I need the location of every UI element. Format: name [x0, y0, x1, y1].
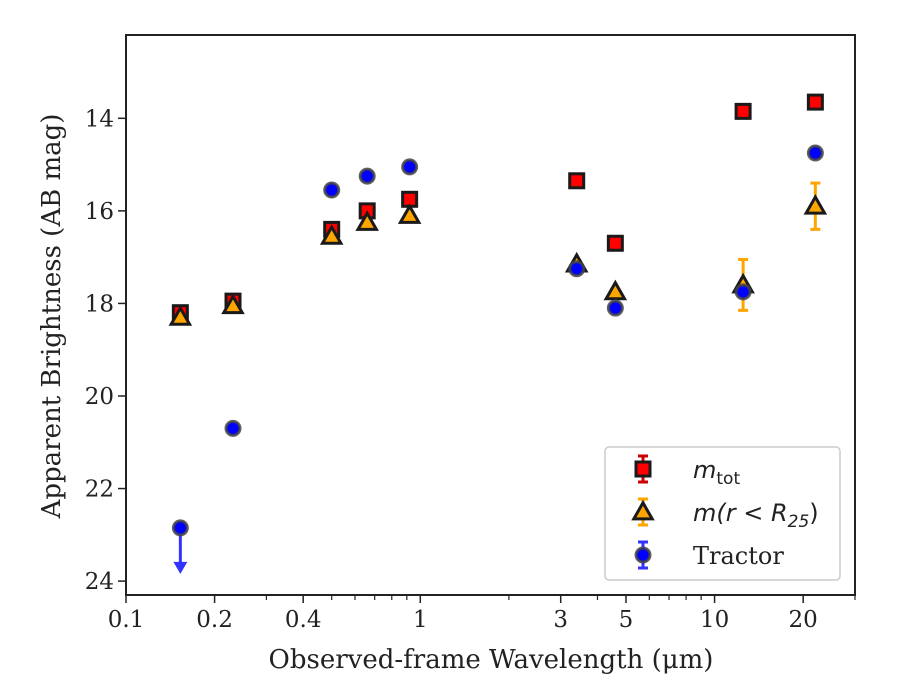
y-tick-label: 20: [85, 384, 114, 410]
y-tick-label: 18: [85, 291, 114, 317]
data-point-triangle: [168, 305, 193, 326]
upper-limit-arrowhead: [173, 561, 188, 574]
data-point-circle: [323, 181, 341, 199]
data-point-circle: [171, 519, 189, 537]
data-point-circle: [224, 419, 242, 437]
data-point-triangle: [803, 194, 828, 215]
data-point-triangle: [397, 203, 422, 224]
data-point-circle: [358, 167, 376, 185]
data-point-square: [734, 102, 752, 120]
series-triangle: [168, 181, 828, 326]
legend-label: mtot: [693, 456, 740, 489]
series-circle: [171, 144, 824, 574]
legend-marker-square: [634, 460, 652, 478]
legend-label: m(r < R25): [693, 499, 819, 532]
data-point-circle: [606, 299, 624, 317]
x-tick-label: 0.4: [285, 607, 322, 633]
data-point-triangle: [319, 224, 344, 245]
axes: 0.1 0.2 0.4 1 3 5 10 20 14 16 18 20 22 24: [85, 34, 856, 633]
x-tick-label: 1: [413, 607, 428, 633]
data-point-square: [568, 172, 586, 190]
y-tick-label: 14: [85, 106, 114, 132]
x-tick-label: 0.1: [108, 607, 145, 633]
legend-marker-triangle: [631, 499, 655, 521]
legend-entry: mtot: [634, 454, 740, 489]
data-point-triangle: [355, 210, 379, 231]
data-point-triangle: [221, 293, 245, 315]
data-point-circle: [401, 158, 419, 176]
y-tick-label: 16: [85, 199, 114, 225]
legend-box: [604, 446, 841, 581]
series-square: [171, 93, 824, 322]
x-tick-label: 10: [700, 607, 729, 633]
data-point-circle: [806, 144, 824, 162]
x-tick-label: 20: [789, 607, 818, 633]
y-tick-label: 22: [85, 477, 114, 503]
y-axis-label: Apparent Brightness (AB mag): [37, 114, 67, 520]
data-point-square: [606, 234, 624, 252]
plot-frame: [125, 34, 856, 596]
x-axis-label: Observed-frame Wavelength (μm): [269, 645, 714, 675]
data-point-square: [806, 93, 824, 111]
legend-label: Tractor: [693, 542, 784, 570]
data-point-circle: [568, 260, 586, 278]
legend: mtot m(r < R25) Tractor: [604, 446, 841, 581]
data-point-triangle: [603, 279, 628, 301]
legend-entry: m(r < R25): [631, 497, 819, 532]
legend-marker-circle: [634, 546, 652, 564]
data-point-circle: [734, 283, 752, 301]
legend-entry: Tractor: [634, 540, 784, 570]
x-tick-label: 0.2: [196, 607, 233, 633]
plot-area: [168, 93, 828, 574]
y-tick-label: 24: [85, 569, 114, 595]
x-tick-label: 5: [619, 607, 634, 633]
x-tick-label: 3: [553, 607, 568, 633]
